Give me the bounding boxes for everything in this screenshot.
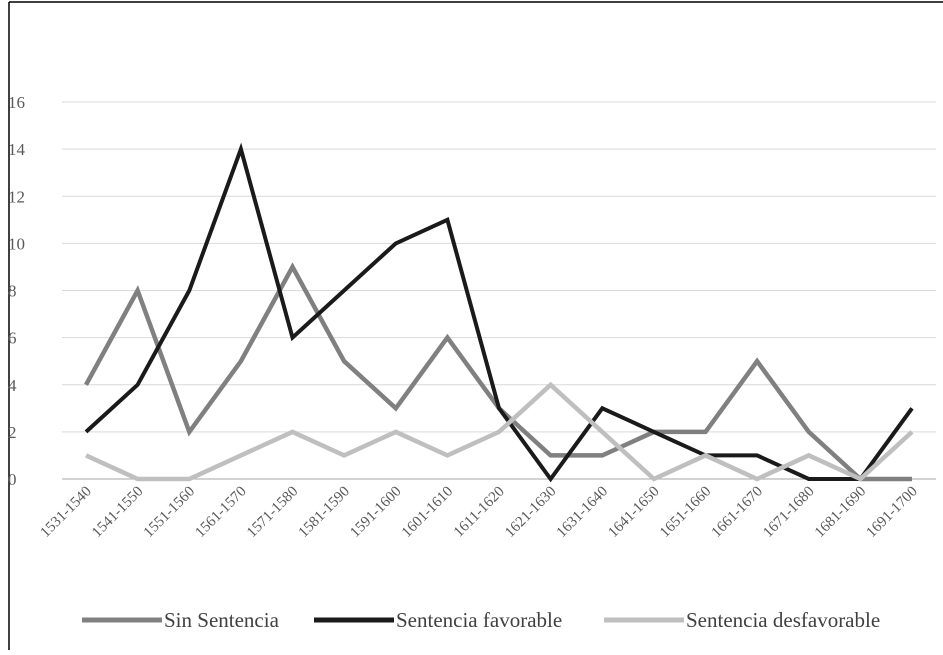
- series-line-sin-sentencia: [84, 262, 912, 482]
- legend-label: Sentencia favorable: [396, 608, 562, 632]
- x-tick-label: 1561-1570: [192, 484, 249, 541]
- x-tick-label: 1611-1620: [451, 484, 508, 541]
- x-tick-label: 1681-1690: [812, 484, 869, 541]
- x-tick-label: 1691-1700: [864, 484, 921, 541]
- x-tick-label: 1541-1550: [89, 484, 146, 541]
- x-tick-label: 1531-1540: [38, 484, 95, 541]
- x-tick-label: 1571-1580: [244, 484, 301, 541]
- x-tick-label: 1621-1630: [502, 484, 559, 541]
- x-tick-label: 1581-1590: [296, 484, 353, 541]
- y-tick-label: 12: [8, 187, 25, 206]
- legend: Sin Sentencia Sentencia favorable Sentenci…: [82, 608, 880, 632]
- series-lines: [84, 142, 914, 483]
- x-axis-ticks: 1531-15401541-15501551-15601561-15701571…: [38, 484, 921, 541]
- y-tick-label: 4: [8, 376, 17, 395]
- y-tick-label: 14: [8, 140, 26, 159]
- x-tick-label: 1641-1650: [605, 484, 662, 541]
- legend-label: Sentencia desfavorable: [686, 608, 880, 632]
- x-tick-label: 1551-1560: [141, 484, 198, 541]
- y-tick-label: 10: [8, 234, 25, 253]
- x-tick-label: 1651-1660: [657, 484, 714, 541]
- x-tick-label: 1661-1670: [709, 484, 766, 541]
- y-axis-ticks: 0 2 4 6 8 10 12 14 16: [8, 93, 26, 489]
- x-tick-label: 1591-1600: [347, 484, 404, 541]
- y-tick-label: 16: [8, 93, 25, 112]
- x-tick-label: 1671-1680: [760, 484, 817, 541]
- gridlines: [62, 101, 936, 480]
- series-line-sentencia-favorable: [84, 142, 914, 483]
- y-tick-label: 2: [8, 423, 17, 442]
- x-tick-label: 1601-1610: [399, 484, 456, 541]
- y-tick-label: 6: [8, 329, 17, 348]
- series-line-sentencia-desfavorable: [85, 381, 914, 482]
- y-tick-label: 8: [8, 282, 17, 301]
- y-tick-label: 0: [8, 470, 17, 489]
- legend-label: Sin Sentencia: [164, 608, 280, 632]
- x-tick-label: 1631-1640: [554, 484, 611, 541]
